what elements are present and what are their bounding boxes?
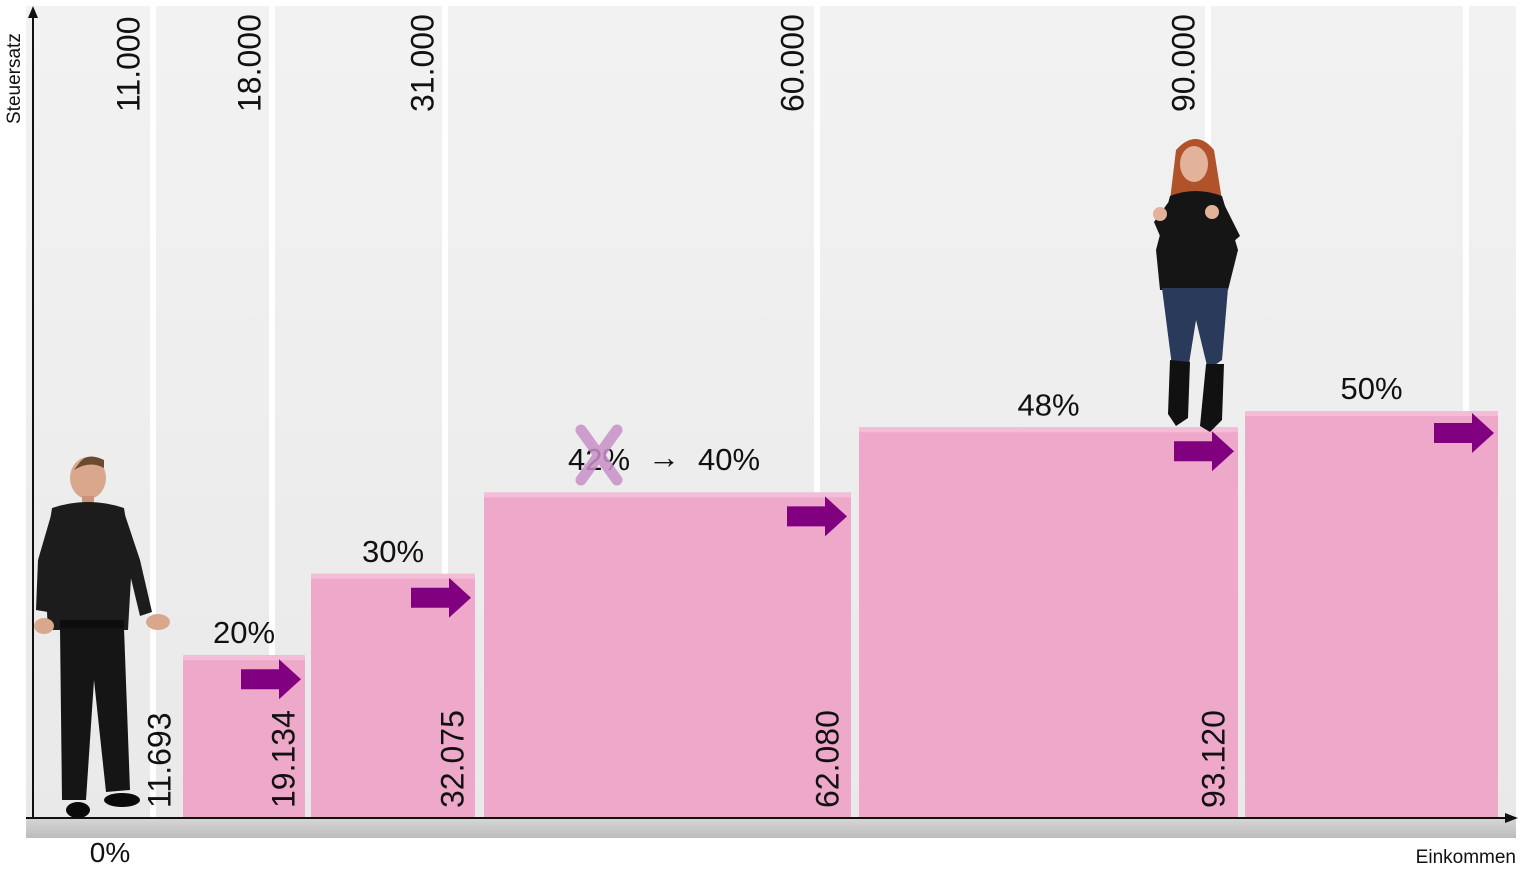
x-axis-arrowhead: [1505, 813, 1518, 823]
bar-50: [1245, 411, 1498, 818]
old-threshold-labels: 11.000 18.000 31.000 60.000 90.000: [110, 14, 1201, 112]
x-axis-label: Einkommen: [1416, 847, 1516, 868]
bar-48: [859, 427, 1238, 818]
right-arrow-icon: [1174, 431, 1234, 472]
right-arrow-icon: [241, 659, 301, 700]
bar-top-edge: [484, 492, 851, 498]
bar-40: [484, 492, 851, 818]
strike-x-icon: [575, 424, 623, 486]
zero-rate-label: 0%: [90, 837, 130, 868]
threshold-separator: [150, 6, 156, 818]
old-threshold-label: 18.000: [231, 14, 267, 112]
bar-top-edge: [859, 427, 1238, 433]
man-figure: [34, 456, 170, 818]
new-threshold-label: 93.120: [1195, 710, 1231, 808]
floor-strip: [26, 818, 1516, 838]
rate-label-20: 20%: [213, 615, 275, 650]
rate-label-48: 48%: [1017, 387, 1079, 422]
old-threshold-label: 60.000: [774, 14, 810, 112]
old-threshold-label: 31.000: [404, 14, 440, 112]
new-threshold-label: 32.075: [434, 710, 470, 808]
change-arrow-icon: →: [648, 439, 680, 475]
bar-top-edge: [183, 655, 305, 661]
y-axis-arrowhead: [28, 6, 38, 18]
bar-top-edge: [311, 573, 475, 579]
old-threshold-label: 11.000: [110, 17, 146, 113]
old-threshold-label: 90.000: [1165, 14, 1201, 112]
right-arrow-icon: [411, 577, 471, 618]
rate-change-annotation: 42% → 40%: [568, 424, 760, 486]
purple-arrows: [241, 413, 1494, 700]
threshold-separator: [269, 6, 275, 818]
rate-label-50: 50%: [1340, 371, 1402, 406]
axes: [26, 6, 1518, 823]
y-axis-label: Steuersatz: [4, 33, 25, 124]
right-arrow-icon: [787, 496, 847, 537]
new-threshold-label: 11.693: [141, 713, 177, 809]
threshold-separator: [814, 6, 820, 818]
bar-top-edge: [1245, 411, 1498, 416]
new-threshold-label: 62.080: [809, 710, 845, 808]
new-threshold-labels: 11.693 19.134 32.075 62.080 93.120: [141, 710, 1231, 808]
new-rate-label: 40%: [698, 442, 760, 477]
rate-labels: 20% 30% 48% 50%: [213, 371, 1403, 650]
woman-figure: [1153, 139, 1240, 432]
new-threshold-label: 19.134: [265, 710, 301, 808]
rate-label-30: 30%: [362, 534, 424, 569]
right-arrow-icon: [1434, 413, 1494, 453]
bars-group: [183, 411, 1498, 818]
bar-30: [311, 573, 475, 818]
threshold-separator: [442, 6, 448, 818]
